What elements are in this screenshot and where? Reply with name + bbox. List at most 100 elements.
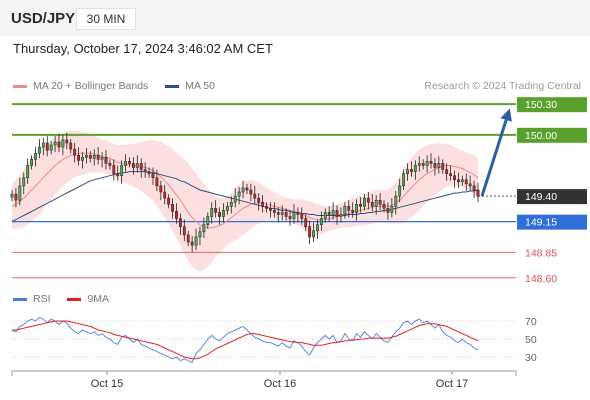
candle-body bbox=[218, 212, 221, 217]
candle-body bbox=[269, 208, 272, 211]
candle-body bbox=[186, 234, 190, 243]
legend-swatch-9ma bbox=[67, 297, 82, 301]
candle-body bbox=[316, 224, 319, 232]
candle-body bbox=[202, 224, 206, 233]
rsi-tick-50: 50 bbox=[525, 334, 537, 346]
candle-body bbox=[343, 206, 347, 215]
candle-body bbox=[292, 212, 296, 219]
candle-body bbox=[96, 154, 100, 160]
symbol-label: USD/JPY bbox=[11, 10, 76, 27]
rsi-tick-70: 70 bbox=[525, 316, 537, 328]
candle-body bbox=[112, 165, 116, 174]
candle-body bbox=[433, 163, 437, 168]
level-box-150.30 bbox=[517, 97, 587, 113]
legend-swatch-ma50 bbox=[165, 84, 180, 88]
candle-body bbox=[331, 210, 335, 215]
level-label-149.15: 149.15 bbox=[525, 217, 557, 229]
candle-body bbox=[159, 185, 163, 193]
candle-body bbox=[363, 197, 366, 207]
candle-body bbox=[84, 154, 88, 158]
candle-body bbox=[257, 197, 261, 203]
chart-datetime: Thursday, October 17, 2024 3:46:02 AM CE… bbox=[13, 41, 273, 56]
candle-body bbox=[382, 204, 386, 209]
candle-body bbox=[147, 171, 151, 174]
candle-body bbox=[308, 226, 312, 238]
rsi-line bbox=[11, 316, 479, 363]
candle-body bbox=[41, 142, 45, 148]
candle-body bbox=[81, 157, 84, 161]
candle-body bbox=[374, 199, 378, 207]
candle-body bbox=[468, 183, 472, 187]
candle-body bbox=[53, 141, 57, 146]
candle-body bbox=[413, 165, 417, 172]
candle-body bbox=[429, 161, 433, 164]
candle-body bbox=[370, 201, 374, 207]
candle-body bbox=[77, 154, 80, 161]
candle-body bbox=[124, 161, 127, 166]
legend-label-9ma: 9MA bbox=[87, 293, 110, 305]
level-label-148.60: 148.60 bbox=[525, 273, 557, 285]
candle-body bbox=[10, 193, 14, 198]
candle-body bbox=[182, 226, 186, 236]
candle-body bbox=[167, 197, 171, 205]
candle-body bbox=[100, 157, 104, 160]
legend-item-rsi: RSI bbox=[13, 293, 51, 305]
candle-body bbox=[312, 230, 315, 238]
candle-body bbox=[151, 173, 155, 178]
level-label-150.30: 150.30 bbox=[525, 99, 557, 111]
candle-body bbox=[476, 189, 480, 197]
legend-label-rsi: RSI bbox=[33, 293, 51, 305]
legend-label-ma50: MA 50 bbox=[185, 80, 215, 92]
candle-body bbox=[143, 169, 147, 172]
candle-body bbox=[171, 204, 174, 212]
candle-body bbox=[386, 208, 390, 213]
candle-body bbox=[402, 173, 406, 187]
candle-body bbox=[445, 169, 449, 174]
candle-body bbox=[73, 148, 77, 156]
legend-label-ma20: MA 20 + Bollinger Bands bbox=[33, 80, 149, 92]
candle-body bbox=[390, 206, 394, 213]
level-label-150.00: 150.00 bbox=[525, 130, 557, 142]
candle-body bbox=[265, 206, 268, 209]
candle-body bbox=[37, 146, 41, 154]
candle-body bbox=[280, 212, 284, 215]
candle-body bbox=[210, 208, 214, 217]
candle-body bbox=[421, 163, 425, 166]
timeframe-button[interactable]: 30 MIN bbox=[76, 8, 136, 30]
candle-body bbox=[457, 179, 460, 183]
candle-body bbox=[214, 208, 218, 213]
legend-item-9ma: 9MA bbox=[67, 293, 109, 305]
candle-body bbox=[104, 157, 108, 164]
research-credit: Research © 2024 Trading Central bbox=[424, 80, 581, 92]
candle-body bbox=[253, 193, 257, 199]
candle-body bbox=[366, 197, 370, 203]
candle-body bbox=[378, 199, 382, 205]
legend-item-ma20: MA 20 + Bollinger Bands bbox=[13, 80, 148, 92]
candle-body bbox=[26, 165, 30, 178]
candle-body bbox=[18, 185, 22, 201]
candle-body bbox=[194, 236, 198, 246]
candle-body bbox=[131, 163, 135, 168]
candle-body bbox=[347, 206, 351, 211]
bollinger-band bbox=[12, 130, 478, 271]
candle-body bbox=[398, 185, 402, 197]
legend-swatch-ma20 bbox=[13, 84, 27, 88]
candle-body bbox=[335, 210, 339, 217]
candle-body bbox=[190, 241, 194, 246]
candle-body bbox=[45, 142, 49, 151]
candle-body bbox=[394, 195, 398, 207]
level-label-149.40: 149.40 bbox=[525, 191, 557, 203]
candle-body bbox=[449, 173, 453, 176]
candle-body bbox=[116, 173, 120, 176]
candle-body bbox=[175, 211, 178, 219]
x-tick-label-1: Oct 16 bbox=[264, 378, 296, 390]
candle-body bbox=[69, 142, 73, 150]
candle-body bbox=[441, 163, 445, 170]
candle-body bbox=[284, 212, 288, 217]
candle-body bbox=[225, 206, 229, 211]
candle-body bbox=[417, 163, 421, 166]
candle-body bbox=[88, 154, 92, 159]
candle-body bbox=[108, 163, 112, 166]
ma50-line bbox=[11, 171, 479, 223]
